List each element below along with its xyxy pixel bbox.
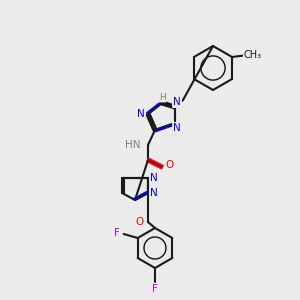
Text: HN: HN: [124, 140, 140, 150]
Text: O: O: [166, 160, 174, 170]
Text: N: N: [150, 173, 158, 183]
Text: O: O: [136, 217, 144, 227]
Text: CH₃: CH₃: [244, 50, 262, 60]
Text: F: F: [152, 284, 158, 294]
Text: H: H: [159, 92, 165, 101]
Text: N: N: [173, 123, 181, 133]
Text: N: N: [173, 97, 181, 107]
Text: F: F: [114, 228, 120, 238]
Text: N: N: [137, 109, 145, 119]
Text: N: N: [150, 188, 158, 198]
